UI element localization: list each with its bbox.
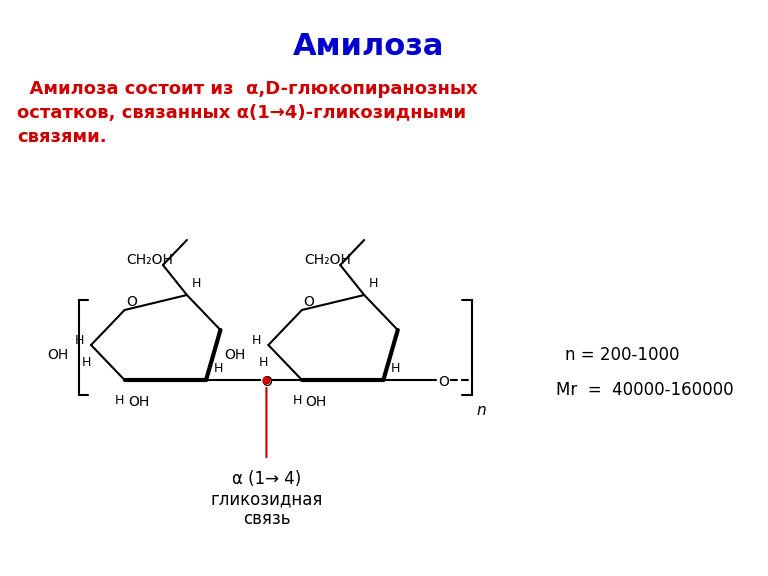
Text: Mr  =  40000-160000: Mr = 40000-160000 [556,381,733,399]
Text: H: H [252,334,262,347]
Text: H: H [74,334,84,347]
Text: CH₂OH: CH₂OH [304,253,351,267]
Text: H: H [81,357,91,369]
Text: H: H [369,277,379,290]
Text: α (1→ 4): α (1→ 4) [232,470,301,488]
Text: O: O [438,375,449,389]
Text: H: H [214,362,223,374]
Text: Амилоза состоит из  α,D-глюкопиранозных: Амилоза состоит из α,D-глюкопиранозных [17,80,478,98]
Text: CH₂OH: CH₂OH [127,253,174,267]
Text: O: O [303,295,314,309]
Text: гликозидная: гликозидная [210,490,323,508]
Text: OH: OH [128,395,150,409]
Text: O: O [126,295,137,309]
Text: OH: OH [306,395,327,409]
Text: связями.: связями. [17,128,107,146]
Text: H: H [192,277,201,290]
Text: H: H [391,362,400,374]
Text: H: H [293,393,302,407]
Text: n: n [476,403,486,418]
Text: OH: OH [224,348,246,362]
Text: Амилоза: Амилоза [293,32,444,61]
Text: остатков, связанных α(1→4)-гликозидными: остатков, связанных α(1→4)-гликозидными [17,104,466,122]
Text: O: O [261,375,272,389]
Text: n = 200-1000: n = 200-1000 [565,346,680,364]
Text: OH: OH [47,348,68,362]
Text: H: H [259,357,268,369]
Text: связь: связь [243,510,290,528]
Text: H: H [115,393,124,407]
